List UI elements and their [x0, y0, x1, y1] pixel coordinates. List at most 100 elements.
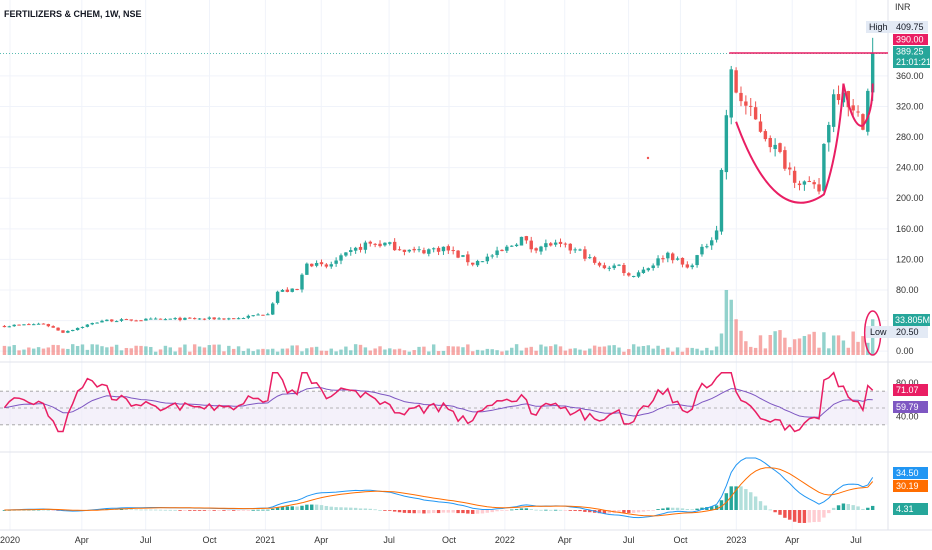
candle-body: [792, 170, 797, 183]
volume-bar: [80, 344, 85, 355]
candle-body: [17, 324, 21, 326]
volume-bar: [827, 348, 831, 355]
candle-body: [661, 258, 665, 260]
candle-body: [583, 249, 587, 259]
macd-histogram-bar: [812, 510, 816, 523]
candle-body: [631, 275, 636, 277]
macd-histogram-bar: [422, 510, 426, 514]
macd-histogram-bar: [397, 510, 402, 513]
rsi-pane[interactable]: [0, 371, 888, 433]
volume-bar: [110, 346, 114, 355]
time-tick-label: 2021: [255, 535, 275, 545]
macd-histogram-bar: [236, 510, 241, 511]
macd-histogram-bar: [197, 510, 202, 511]
macd-histogram-bar: [661, 508, 665, 510]
cup-annotation: [735, 83, 845, 204]
macd-histogram-bar: [227, 510, 231, 511]
volume-bar: [441, 350, 446, 355]
candle-body: [71, 329, 75, 332]
volume-bar: [90, 344, 94, 355]
macd-histogram-bar: [578, 510, 582, 512]
macd-histogram-bar: [163, 509, 168, 511]
candle-body: [573, 249, 577, 251]
volume-bar: [266, 349, 270, 355]
candle-body: [129, 319, 133, 321]
macd-histogram-bar: [866, 507, 870, 510]
price-pane[interactable]: [2, 37, 875, 334]
candle-body: [529, 240, 533, 250]
macd-histogram-bar: [602, 510, 607, 514]
macd-histogram-bar: [778, 510, 782, 515]
macd-histogram-bar: [231, 510, 236, 511]
candle-body: [119, 319, 124, 321]
time-axis[interactable]: 2020 Apr Jul Oct 2021 Apr Jul Oct 2022 Apr Jul Oct 2…: [0, 535, 862, 545]
macd-histogram-bar: [773, 510, 777, 513]
volume-bar: [31, 348, 36, 355]
candle-body: [178, 317, 182, 321]
macd-histogram-bar: [797, 510, 802, 523]
candle-body: [222, 318, 226, 320]
rsi-line: [3, 371, 874, 433]
macd-histogram-bar: [363, 508, 368, 510]
macd-histogram-bar: [495, 510, 499, 512]
currency-label: INR: [895, 2, 911, 12]
volume-bar: [319, 350, 324, 355]
candle-body: [705, 246, 709, 248]
candle-body: [763, 131, 768, 140]
volume-bar: [349, 350, 353, 355]
macd-histogram-bar: [149, 509, 153, 511]
candle-body: [124, 319, 129, 321]
macd-histogram-bar: [188, 510, 192, 511]
histogram-value: 4.31: [896, 504, 914, 514]
candle-body: [739, 92, 743, 102]
candle-body: [480, 261, 485, 263]
volume-bar: [466, 344, 470, 355]
candle-body: [251, 315, 255, 317]
candle-body: [183, 317, 187, 320]
macd-histogram-bar: [841, 503, 846, 510]
candle-body: [466, 254, 470, 263]
price-axis[interactable]: 360.00 320.00 280.00 240.00 200.00 160.00 120.…: [896, 71, 924, 422]
macd-histogram-bar: [622, 510, 626, 513]
candle-body: [588, 257, 592, 259]
volume-bar: [646, 345, 651, 355]
candle-body: [66, 330, 70, 333]
macd-pane[interactable]: [2, 457, 875, 523]
volume-bar: [222, 351, 226, 355]
volume-bar: [529, 346, 533, 355]
volume-bar: [861, 336, 865, 355]
volume-bar: [388, 348, 392, 355]
candle-body: [353, 247, 358, 251]
volume-bar: [773, 331, 777, 355]
macd-histogram-bar: [305, 504, 309, 510]
volume-bar: [339, 349, 343, 355]
rsi-ma-line: [4, 387, 873, 418]
volume-bar: [695, 348, 699, 355]
volume-bar: [373, 348, 377, 355]
volume-bar: [427, 351, 431, 355]
candle-body: [807, 180, 811, 182]
candle-body: [139, 320, 143, 322]
candle-body: [300, 274, 304, 290]
candle-body: [446, 246, 451, 251]
candle-body: [212, 317, 216, 320]
volume-bar: [812, 331, 816, 355]
candle-body: [690, 265, 694, 268]
volume-bar: [651, 348, 655, 355]
volume-bar: [227, 345, 231, 355]
candle-body: [836, 94, 841, 101]
volume-bar: [583, 350, 587, 355]
volume-bar: [251, 351, 255, 355]
macd-histogram-bar: [851, 505, 855, 510]
candle-body: [12, 324, 16, 327]
symbol-title[interactable]: FERTILIZERS & CHEM, 1W, NSE: [4, 9, 142, 19]
low-label: Low: [870, 327, 887, 337]
volume-bar: [12, 345, 16, 355]
candle-body: [680, 257, 685, 265]
macd-histogram-bar: [568, 510, 572, 511]
candle-body: [602, 265, 607, 269]
low-badge: Low 20.50: [866, 326, 928, 338]
candle-body: [768, 137, 772, 148]
macd-histogram-bar: [280, 506, 285, 510]
